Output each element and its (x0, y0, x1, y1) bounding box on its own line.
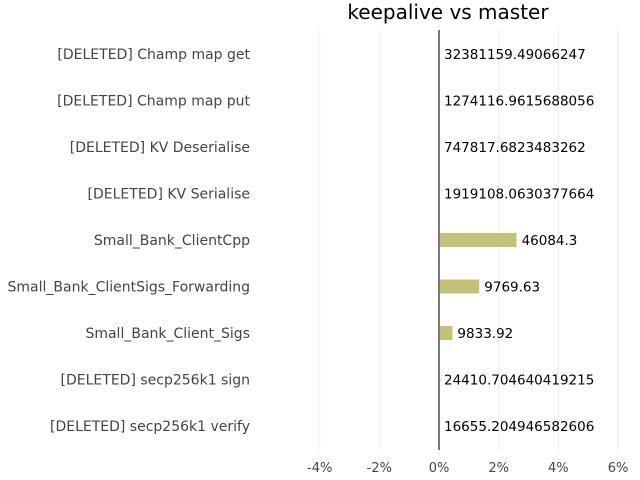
bar-value-label: 16655.204946582606 (444, 419, 594, 435)
x-tick-label: 0% (429, 461, 450, 476)
bar-value-label: 1274116.9615688056 (444, 94, 594, 110)
x-tick-label: 4% (548, 461, 569, 476)
category-labels: [DELETED] Champ map get [DELETED] Champ m… (8, 47, 251, 435)
category-label: [DELETED] KV Deserialise (70, 140, 250, 156)
x-tick-label: 6% (608, 461, 629, 476)
category-label: [DELETED] secp256k1 verify (50, 419, 250, 435)
bar-value-label: 24410.704640419215 (444, 373, 594, 389)
category-label: Small_Bank_ClientSigs_Forwarding (8, 280, 250, 296)
bar (439, 326, 453, 340)
bar (439, 233, 517, 247)
category-label: [DELETED] Champ map get (57, 47, 250, 63)
bar-value-label: 9833.92 (457, 326, 513, 342)
bar (439, 279, 480, 294)
x-tick-label: -2% (367, 461, 392, 476)
bar-value-label: 1919108.0630377664 (444, 187, 594, 203)
x-tick-label: 2% (488, 461, 509, 476)
bar-value-label: 32381159.49066247 (444, 47, 586, 63)
bar-value-label: 9769.63 (484, 280, 540, 296)
x-tick-label: -4% (307, 461, 332, 476)
chart-title: keepalive vs master (347, 0, 549, 24)
bar-value-label: 747817.6823483262 (444, 140, 586, 156)
category-label: Small_Bank_ClientCpp (94, 233, 250, 249)
category-label: Small_Bank_Client_Sigs (85, 326, 250, 342)
bar-value-label: 46084.3 (522, 233, 578, 249)
bars (439, 233, 517, 340)
category-label: [DELETED] secp256k1 sign (61, 373, 250, 389)
x-tick-labels: -4% -2% 0% 2% 4% 6% (307, 461, 628, 476)
category-label: [DELETED] KV Serialise (88, 187, 250, 203)
category-label: [DELETED] Champ map put (57, 94, 250, 110)
value-labels: 32381159.49066247 1274116.9615688056 74781… (444, 47, 594, 435)
